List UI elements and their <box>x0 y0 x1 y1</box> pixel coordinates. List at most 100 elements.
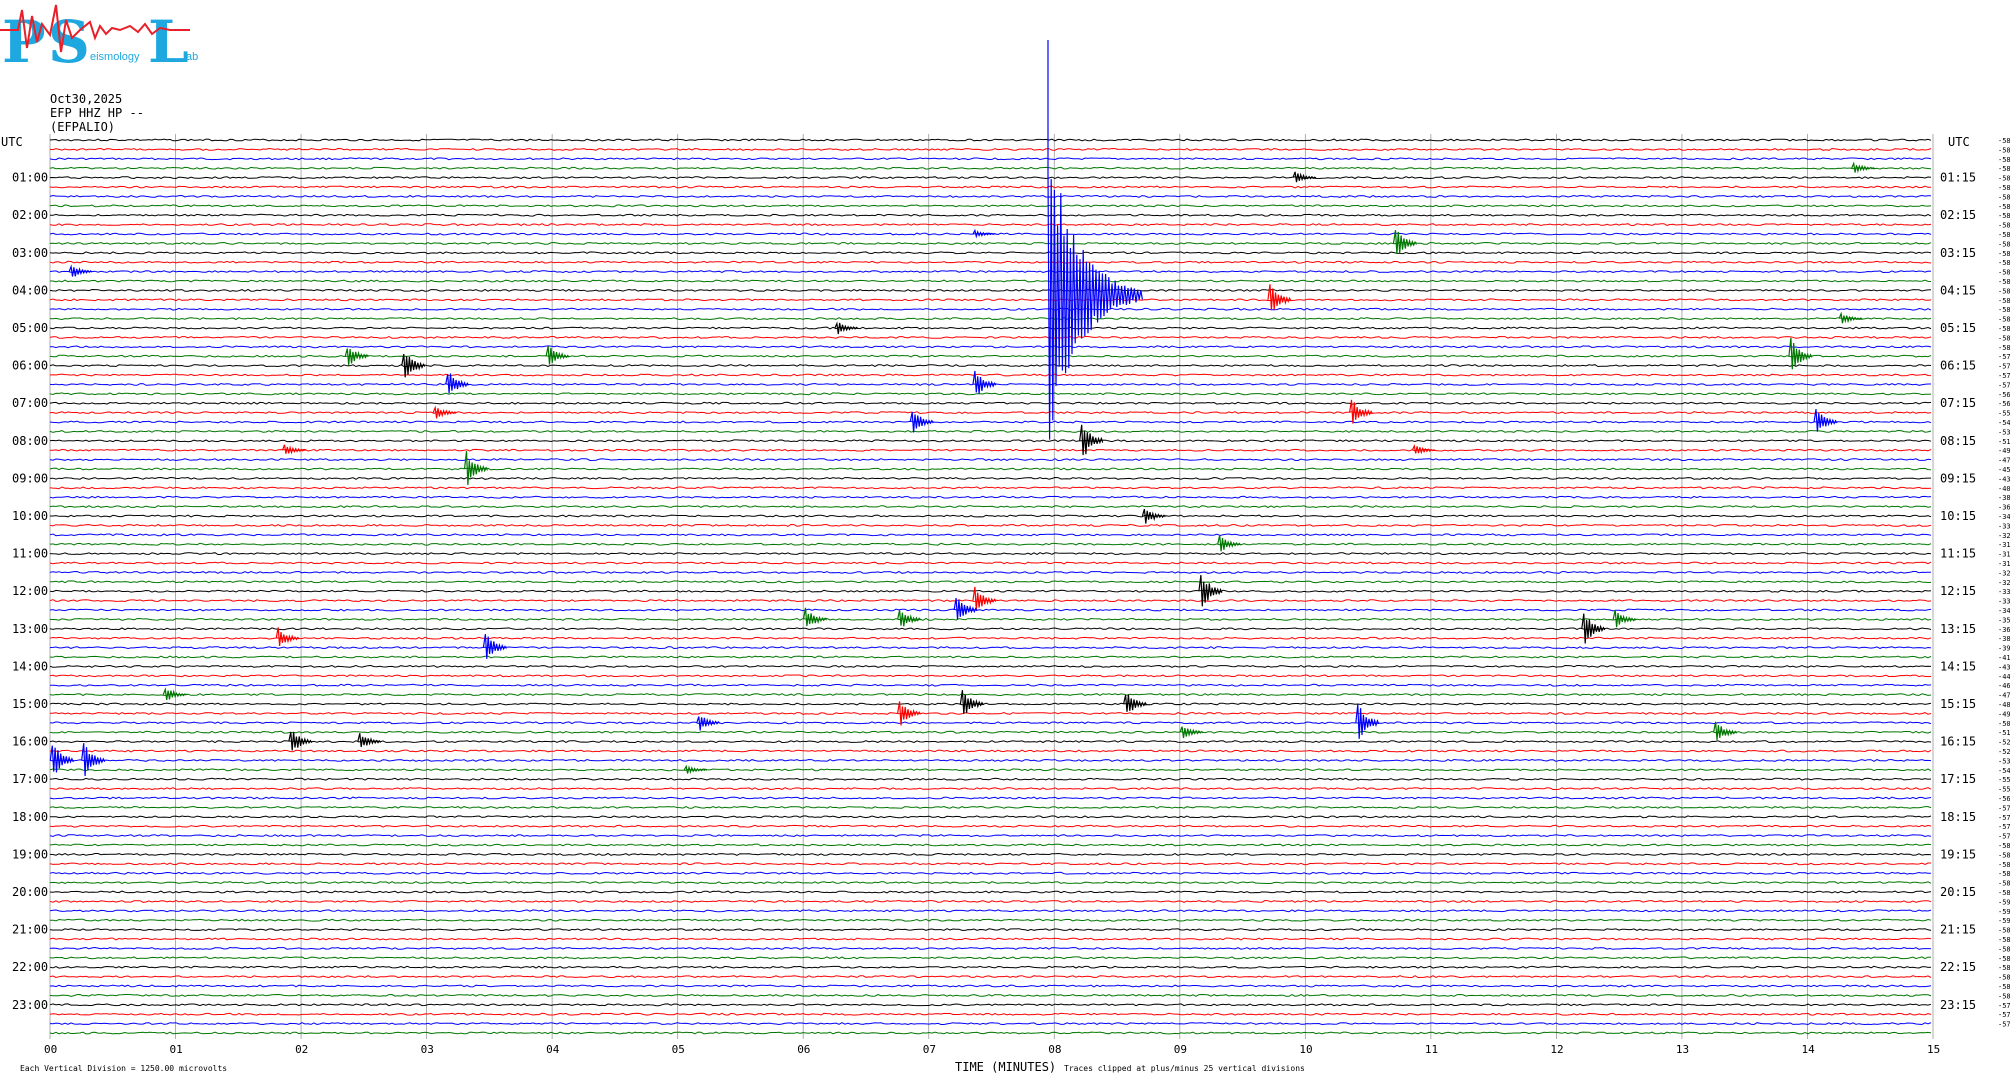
event-burst <box>1348 399 1374 424</box>
right-hour-label: 22:15 <box>1940 960 1976 974</box>
trace-line <box>49 533 1932 537</box>
trace-line <box>49 664 1932 668</box>
trace-offset-label: -5817 <box>1998 250 2010 258</box>
trace-offset-label: -3806 <box>1998 635 2010 643</box>
trace-line <box>49 871 1932 875</box>
x-tick-label: 14 <box>1801 1043 1815 1056</box>
event-burst <box>953 598 978 620</box>
logo-letter-l: L <box>148 8 189 76</box>
x-axis-title: TIME (MINUTES) <box>955 1060 1056 1074</box>
event-burst <box>1612 609 1637 628</box>
trace-offset-label: -5663 <box>1998 391 2010 399</box>
trace-offset-label: -5815 <box>1998 842 2010 850</box>
trace-line <box>49 956 1932 960</box>
event-burst <box>1581 613 1606 644</box>
trace-offset-label: -5528 <box>1998 776 2010 784</box>
right-hour-label: 18:15 <box>1940 810 1976 824</box>
trace-line <box>49 758 1932 762</box>
event-burst <box>1198 575 1223 607</box>
event-burst <box>1838 311 1863 324</box>
trace-offset-label: -5442 <box>1998 419 2010 427</box>
trace-offset-label: -5814 <box>1998 240 2010 248</box>
trace-offset-label: -5789 <box>1998 1011 2010 1019</box>
trace-offset-label: -5704 <box>1998 804 2010 812</box>
event-burst <box>972 370 997 394</box>
left-hour-label: 09:00 <box>12 471 48 485</box>
trace-line <box>49 749 1932 753</box>
event-burst <box>68 264 93 277</box>
trace-offset-label: -5819 <box>1998 259 2010 267</box>
event-burst <box>275 627 300 647</box>
trace-line <box>49 843 1932 847</box>
trace-offset-label: -4310 <box>1998 475 2010 483</box>
event-burst <box>1355 704 1380 739</box>
left-hour-label: 20:00 <box>12 885 48 899</box>
trace-line <box>49 862 1931 866</box>
right-hour-label: 19:15 <box>1940 847 1976 861</box>
trace-offset-label: -5604 <box>1998 400 2010 408</box>
trace-line <box>49 241 1932 245</box>
minute-gridlines <box>49 134 1934 1039</box>
trace-line <box>49 570 1932 574</box>
trace-offset-label: -5848 <box>1998 861 2010 869</box>
trace-line <box>49 467 1932 471</box>
event-burst <box>344 348 369 366</box>
trace-line <box>49 702 1932 706</box>
trace-line <box>49 373 1932 377</box>
trace-offset-label: -5703 <box>1998 381 2010 389</box>
trace-offset-label: -5763 <box>1998 823 2010 831</box>
trace-offset-label: -5653 <box>1998 795 2010 803</box>
trace-offset-label: -4920 <box>1998 710 2010 718</box>
trace-offset-label: -5369 <box>1998 757 2010 765</box>
trace-line <box>49 288 1932 292</box>
left-hour-label: 14:00 <box>12 659 48 673</box>
trace-offset-label: -5447 <box>1998 767 2010 775</box>
trace-offset-label: -5748 <box>1998 814 2010 822</box>
trace-line <box>50 279 1932 283</box>
x-tick-label: 15 <box>1927 1043 1940 1056</box>
trace-line <box>49 787 1932 791</box>
trace-line <box>49 458 1932 462</box>
x-tick-label: 11 <box>1425 1043 1438 1056</box>
trace-offset-label: -4777 <box>1998 457 2010 465</box>
trace-line <box>49 646 1932 650</box>
trace-line <box>49 223 1932 227</box>
trace-line <box>49 326 1932 330</box>
trace-line <box>49 984 1932 988</box>
event-burst <box>1713 721 1738 741</box>
trace-line <box>49 815 1932 819</box>
trace-offset-label: -3320 <box>1998 588 2010 596</box>
trace-offset-label: -5831 <box>1998 964 2010 972</box>
right-hour-label: 11:15 <box>1940 547 1976 561</box>
trace-offset-label: -5594 <box>1998 786 2010 794</box>
event-burst <box>281 444 306 455</box>
event-burst <box>162 687 187 700</box>
trace-line <box>49 627 1932 631</box>
x-tick-label: 08 <box>1048 1043 1061 1056</box>
trace-line <box>49 1022 1932 1026</box>
right-hour-label: 16:15 <box>1940 735 1976 749</box>
event-burst <box>463 451 489 486</box>
right-hour-label: 06:15 <box>1940 359 1976 373</box>
event-bursts <box>49 39 1875 777</box>
left-hour-label: 16:00 <box>12 735 48 749</box>
trace-line <box>49 147 1932 151</box>
trace-offset-label: -3372 <box>1998 598 2010 606</box>
trace-offset-label: -4546 <box>1998 466 2010 474</box>
trace-offset-label: -5808 <box>1998 193 2010 201</box>
trace-line <box>49 495 1932 499</box>
event-burst <box>357 733 382 748</box>
trace-offset-label: -3542 <box>1998 616 2010 624</box>
trace-line <box>49 946 1932 950</box>
trace-line <box>49 194 1932 198</box>
clip-note: Traces clipped at plus/minus 25 vertical… <box>1064 1064 1305 1073</box>
trace-line <box>49 486 1932 490</box>
event-burst <box>1851 161 1875 174</box>
trace-offset-label: -5835 <box>1998 137 2010 145</box>
left-hour-label: 18:00 <box>12 810 48 824</box>
left-hour-label: 03:00 <box>12 246 48 260</box>
event-burst <box>1079 424 1104 456</box>
event-burst <box>482 634 507 659</box>
trace-offset-label: -5183 <box>1998 438 2010 446</box>
right-hour-label: 13:15 <box>1940 622 1976 636</box>
